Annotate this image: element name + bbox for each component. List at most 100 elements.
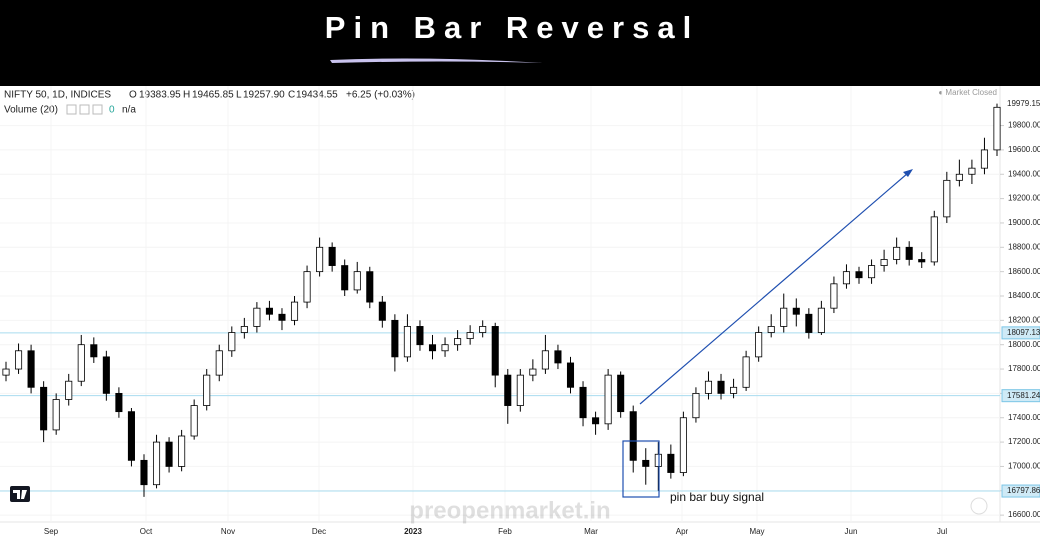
x-tick-label: Jul: [937, 527, 947, 536]
title-underline: [330, 58, 543, 63]
candle-body: [165, 441, 173, 467]
candle-body: [403, 326, 411, 358]
h-label: H: [183, 90, 190, 101]
open-value: 19383.95: [139, 90, 181, 101]
o-label: O: [129, 90, 137, 101]
candle-body: [755, 332, 763, 358]
trend-arrow: [639, 172, 909, 405]
candle-body: [905, 246, 913, 260]
x-tick-label: Oct: [140, 527, 153, 536]
x-tick-label: Apr: [676, 527, 689, 536]
candle-body: [767, 326, 775, 333]
candle-body: [102, 356, 110, 394]
candle-body: [391, 319, 399, 358]
candle-body: [491, 326, 499, 376]
candle-body: [441, 344, 449, 352]
candle-body: [692, 392, 700, 419]
scroll-button[interactable]: [970, 497, 988, 515]
x-tick-label: Sep: [44, 527, 59, 536]
level-label: 18097.13: [1007, 328, 1040, 337]
y-tick-label: 19000.00: [1008, 218, 1040, 227]
candle-body: [341, 265, 349, 291]
candle-body: [566, 362, 575, 388]
logo-mark: [13, 490, 27, 499]
level-label-box: [1001, 484, 1040, 498]
candle-body: [554, 350, 562, 364]
x-tick-label: 2023: [404, 527, 422, 536]
candle-body: [127, 411, 135, 461]
last-price-label: 19979.15: [1007, 99, 1040, 108]
candle-body: [316, 246, 324, 273]
candle-body: [454, 338, 462, 346]
candle-body: [918, 259, 926, 263]
icon[interactable]: [79, 104, 90, 115]
candle-body: [190, 405, 198, 437]
candle-body: [290, 301, 299, 321]
chart-area: [0, 86, 1040, 540]
candle-body: [980, 149, 988, 169]
candle-body: [968, 167, 976, 175]
candle-body: [629, 411, 637, 461]
candle-body: [328, 246, 336, 266]
level-label: 17581.24: [1007, 391, 1040, 400]
l-label: L: [236, 90, 242, 101]
x-tick-label: Feb: [498, 527, 512, 536]
candle-body: [115, 392, 123, 413]
high-value: 19465.85: [192, 90, 234, 101]
annotation: pin bar buy signal: [670, 490, 764, 504]
candle-body: [717, 380, 725, 394]
candle-body: [378, 301, 386, 321]
candle-body: [2, 368, 10, 376]
y-tick-label: 17000.00: [1008, 462, 1040, 471]
candle-body: [704, 380, 713, 394]
y-tick-label: 18400.00: [1008, 291, 1040, 300]
candle-body: [152, 441, 161, 486]
arrow-head: [903, 169, 913, 177]
symbol: NIFTY 50, 1D, INDICES: [4, 90, 111, 101]
x-tick-label: May: [749, 527, 764, 536]
candle-body: [40, 386, 48, 431]
watermark: preopenmarket.in: [409, 497, 610, 524]
level-label-box: [1001, 389, 1040, 403]
candle-body: [893, 246, 901, 260]
candle-body: [90, 344, 98, 358]
page-title: Pin Bar Reversal: [325, 10, 699, 45]
candle-body: [805, 313, 813, 333]
candle-body: [955, 173, 963, 181]
candle-body: [278, 313, 286, 321]
candle-body: [416, 326, 424, 346]
x-tick-label: Nov: [221, 527, 235, 536]
candle-body: [240, 326, 248, 333]
candle-body: [880, 259, 888, 266]
candle-body: [830, 283, 838, 309]
y-tick-label: 18200.00: [1008, 315, 1040, 324]
low-value: 19257.90: [243, 90, 285, 101]
candle-body: [993, 106, 1001, 151]
candle-body: [203, 374, 211, 406]
candle-body: [77, 344, 85, 382]
candle-body: [27, 350, 35, 388]
candle-body: [730, 386, 738, 394]
y-tick-label: 17800.00: [1008, 364, 1040, 373]
candle-body: [541, 350, 549, 370]
icon[interactable]: [92, 104, 103, 115]
candle-body: [654, 453, 662, 467]
candle-body: [642, 459, 650, 467]
candle-body: [228, 332, 236, 352]
level-label-box: [1001, 326, 1040, 340]
candle-body: [592, 417, 600, 425]
y-tick-label: 19200.00: [1008, 194, 1040, 203]
candle-body: [817, 307, 825, 333]
x-tick-label: Mar: [584, 527, 598, 536]
icon[interactable]: [66, 104, 77, 115]
y-tick-label: 19600.00: [1008, 145, 1040, 154]
candle-body: [178, 435, 186, 467]
market-status: ● Market Closed: [938, 88, 997, 97]
c-label: C: [288, 90, 295, 101]
candle-body: [15, 350, 23, 370]
candle-body: [353, 271, 361, 291]
candle-body: [52, 399, 60, 431]
candle-body: [604, 374, 612, 425]
candle-body: [65, 380, 73, 400]
